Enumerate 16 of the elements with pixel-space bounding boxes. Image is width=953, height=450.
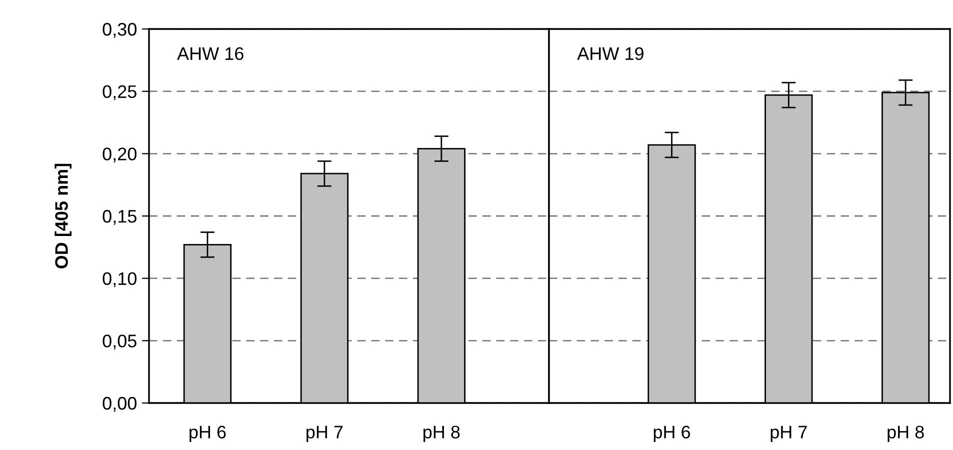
x-tick-label: pH 6 — [190, 426, 226, 442]
y-tick-label: 0,25 — [102, 85, 136, 100]
x-tick-label: pH 6 — [654, 426, 690, 442]
y-tick-label: 0,30 — [102, 22, 136, 38]
text: AHW 19 — [577, 47, 644, 60]
x-tick-label: pH 8 — [888, 426, 924, 442]
y-tick-label: 0,10 — [102, 272, 136, 288]
y-tick-label: 0,05 — [102, 334, 136, 350]
x-tick-label: pH 8 — [423, 426, 460, 442]
x-tick-label: pH 7 — [770, 426, 807, 442]
text: AHW 16 — [177, 47, 244, 60]
y-tick-label: 0,20 — [102, 148, 136, 163]
y-tick-label: 0,15 — [102, 210, 136, 225]
y-tick-label: 0,00 — [102, 396, 136, 412]
y-axis-title: OD [405 nm] — [54, 164, 72, 268]
x-tick-label: pH 7 — [306, 426, 343, 442]
